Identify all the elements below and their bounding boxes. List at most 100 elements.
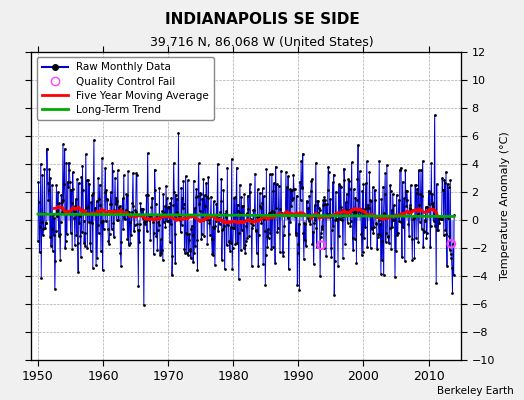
Point	[401, 188, 410, 194]
Point	[211, 262, 219, 268]
Point	[440, 176, 449, 183]
Point	[352, 260, 361, 266]
Point	[413, 186, 421, 192]
Point	[258, 200, 266, 206]
Point	[254, 262, 263, 269]
Point	[223, 242, 231, 248]
Point	[369, 230, 377, 236]
Point	[198, 231, 206, 238]
Point	[137, 212, 146, 218]
Point	[376, 232, 384, 238]
Point	[442, 230, 451, 237]
Point	[228, 266, 236, 272]
Point	[320, 245, 328, 252]
Point	[304, 218, 313, 224]
Point	[124, 242, 133, 248]
Point	[105, 241, 113, 247]
Point	[85, 180, 94, 187]
Point	[195, 208, 204, 214]
Point	[386, 182, 394, 189]
Text: INDIANAPOLIS SE SIDE: INDIANAPOLIS SE SIDE	[165, 12, 359, 27]
Point	[187, 255, 195, 261]
Point	[181, 250, 189, 256]
Point	[93, 222, 102, 228]
Point	[418, 158, 427, 164]
Point	[251, 170, 259, 177]
Point	[87, 199, 95, 205]
Point	[239, 244, 248, 251]
Point	[198, 196, 206, 202]
Point	[107, 226, 116, 232]
Point	[196, 191, 205, 198]
Point	[274, 225, 282, 231]
Point	[61, 244, 69, 251]
Point	[170, 189, 178, 195]
Point	[407, 182, 415, 188]
Point	[292, 232, 300, 238]
Point	[245, 188, 254, 195]
Point	[414, 167, 423, 173]
Point	[354, 142, 362, 148]
Point	[128, 200, 137, 206]
Point	[336, 215, 344, 222]
Point	[151, 201, 160, 208]
Point	[345, 207, 353, 214]
Point	[136, 200, 145, 206]
Point	[318, 223, 326, 230]
Point	[75, 212, 84, 219]
Point	[413, 211, 422, 218]
Point	[298, 185, 307, 191]
Point	[111, 175, 119, 181]
Point	[82, 205, 91, 211]
Point	[364, 212, 373, 218]
Point	[250, 206, 259, 213]
Point	[57, 192, 66, 198]
Point	[285, 230, 293, 237]
Point	[328, 254, 336, 260]
Point	[267, 209, 275, 216]
Point	[146, 237, 155, 244]
Point	[128, 209, 136, 215]
Point	[150, 230, 158, 237]
Point	[43, 179, 52, 186]
Point	[308, 241, 316, 248]
Point	[270, 209, 279, 215]
Point	[172, 196, 181, 202]
Point	[420, 229, 429, 235]
Point	[93, 254, 101, 261]
Point	[141, 221, 149, 227]
Point	[363, 158, 371, 165]
Point	[314, 209, 322, 216]
Point	[154, 227, 162, 234]
Point	[63, 178, 72, 185]
Point	[101, 165, 110, 171]
Point	[119, 172, 128, 178]
Point	[139, 302, 148, 308]
Point	[313, 244, 321, 250]
Point	[176, 216, 184, 222]
Point	[303, 214, 312, 221]
Point	[254, 186, 262, 192]
Point	[268, 208, 277, 215]
Point	[241, 250, 249, 256]
Point	[379, 272, 388, 278]
Point	[383, 162, 391, 169]
Point	[217, 257, 226, 263]
Point	[312, 225, 321, 231]
Point	[305, 212, 314, 218]
Point	[396, 166, 405, 173]
Point	[34, 179, 42, 186]
Point	[319, 202, 327, 208]
Point	[336, 184, 345, 190]
Point	[243, 235, 252, 241]
Point	[449, 240, 457, 247]
Point	[310, 202, 319, 208]
Point	[247, 219, 255, 226]
Point	[358, 252, 366, 259]
Point	[132, 170, 140, 176]
Point	[271, 260, 279, 266]
Point	[55, 200, 63, 206]
Point	[44, 197, 52, 203]
Point	[192, 186, 201, 192]
Point	[125, 218, 134, 225]
